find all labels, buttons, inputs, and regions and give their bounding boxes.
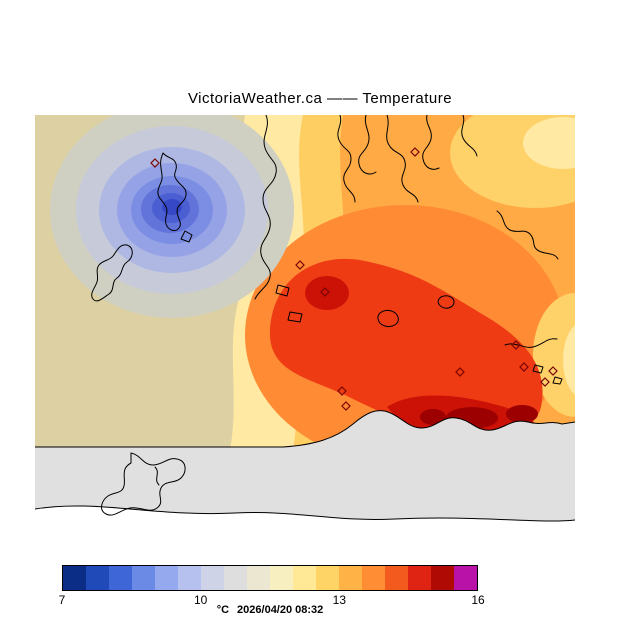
colorbar bbox=[62, 565, 478, 591]
colorbar-segment bbox=[178, 566, 201, 590]
colorbar-segment bbox=[109, 566, 132, 590]
coastline-bottomleft bbox=[101, 452, 186, 516]
station-marker bbox=[337, 386, 347, 396]
colorbar-segment bbox=[247, 566, 270, 590]
coastline-inlet-left bbox=[91, 244, 133, 302]
station-marker bbox=[150, 158, 160, 168]
colorbar-segment bbox=[224, 566, 247, 590]
coastline-fjord-1 bbox=[337, 115, 356, 203]
coastline-island-2 bbox=[437, 295, 455, 309]
nodata-gray-region bbox=[35, 410, 575, 525]
coastline-fjord-4 bbox=[422, 115, 440, 170]
coastline-saanich bbox=[157, 152, 187, 232]
temp-patch-topright-pale bbox=[523, 117, 575, 169]
station-marker bbox=[410, 147, 420, 157]
station-marker bbox=[455, 367, 465, 377]
temp-patch-rightedge-pale bbox=[563, 325, 575, 395]
coastline-fjord-2 bbox=[358, 115, 377, 175]
coastline-islet-right-1 bbox=[532, 364, 544, 374]
temp-maroon-spot-3 bbox=[420, 409, 446, 425]
temp-maroon-spot-2 bbox=[506, 405, 538, 423]
colorbar-segment bbox=[385, 566, 408, 590]
station-markers bbox=[150, 147, 558, 411]
coastline-fjord-5 bbox=[461, 115, 478, 157]
colorbar-caption: °C 2026/04/20 08:32 bbox=[62, 604, 478, 616]
station-marker bbox=[519, 362, 529, 372]
colorbar-segment bbox=[201, 566, 224, 590]
station-marker bbox=[295, 260, 305, 270]
coastline-peninsula bbox=[35, 505, 575, 522]
coastline-strait bbox=[35, 410, 575, 448]
coastline-fjord-3 bbox=[386, 115, 419, 203]
colorbar-segment bbox=[63, 566, 86, 590]
temperature-map bbox=[35, 115, 575, 525]
colorbar-tick-label: 13 bbox=[332, 593, 347, 607]
coastlines bbox=[91, 115, 563, 516]
colorbar-tick-label: 10 bbox=[193, 593, 208, 607]
coastline-island-1 bbox=[377, 309, 399, 327]
colorbar-tick-label: 16 bbox=[471, 593, 485, 607]
colorbar-segment bbox=[132, 566, 155, 590]
colorbar-segment bbox=[155, 566, 178, 590]
temp-darkred-spot bbox=[305, 276, 349, 310]
station-marker bbox=[320, 287, 330, 297]
colorbar-segment bbox=[431, 566, 454, 590]
colorbar-segment bbox=[408, 566, 431, 590]
timestamp-label: 2026/04/20 08:32 bbox=[237, 604, 324, 616]
coastline-islet-right-2 bbox=[552, 376, 563, 385]
page-title: VictoriaWeather.ca —— Temperature bbox=[187, 90, 453, 107]
station-marker bbox=[341, 401, 351, 411]
station-marker bbox=[548, 366, 558, 376]
colorbar-segment bbox=[86, 566, 109, 590]
colorbar-segment bbox=[362, 566, 385, 590]
coastline-lake-2 bbox=[287, 311, 303, 323]
station-marker bbox=[540, 377, 550, 387]
colorbar-segment bbox=[339, 566, 362, 590]
colorbar-segment bbox=[293, 566, 316, 590]
coastline-central bbox=[254, 115, 277, 300]
coastline-bottomleft-inner bbox=[154, 466, 160, 486]
colorbar-ticks: 7 10 13 16 bbox=[58, 593, 485, 607]
temp-patch-rightedge bbox=[533, 293, 575, 417]
coastline-lake-1 bbox=[275, 284, 290, 297]
cold-bullseye bbox=[50, 115, 294, 318]
station-marker bbox=[511, 340, 521, 350]
colorbar-segment bbox=[316, 566, 339, 590]
units-label: °C bbox=[216, 604, 230, 616]
colorbar-tick-label: 7 bbox=[58, 593, 66, 607]
coastline-islet bbox=[180, 230, 193, 243]
coastline-right-1 bbox=[496, 210, 559, 260]
colorbar-segment bbox=[270, 566, 293, 590]
colorbar-segment bbox=[454, 566, 477, 590]
